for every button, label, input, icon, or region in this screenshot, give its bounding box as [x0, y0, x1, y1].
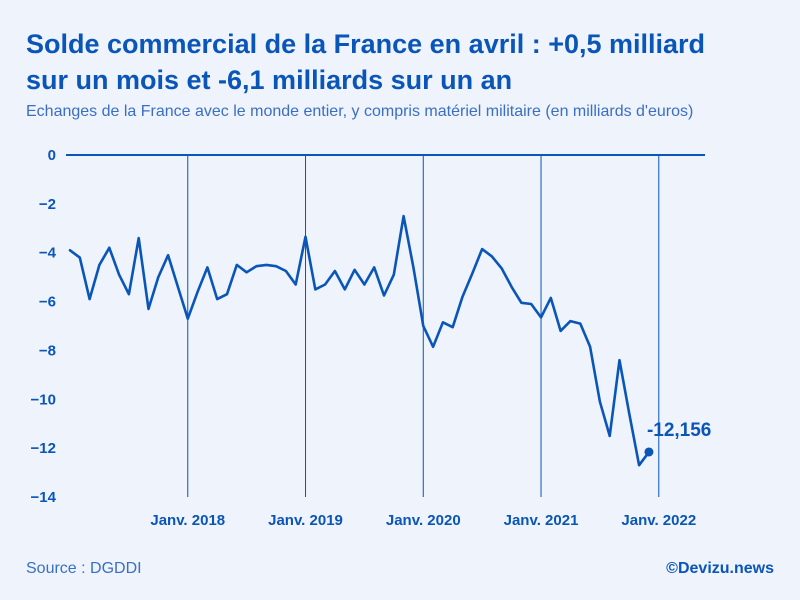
x-tick-label-0: Janv. 2018: [150, 512, 225, 529]
series-line-0: [68, 214, 651, 467]
y-tick-label-1: −2: [39, 196, 56, 213]
x-tick-label-1: Janv. 2019: [268, 512, 343, 529]
last-point-label: -12,156: [647, 420, 711, 441]
y-tick-label-4: −8: [39, 342, 56, 359]
source-note: Source : DGDDI: [26, 560, 142, 577]
chart-title: Solde commercial de la France en avril :…: [26, 26, 786, 98]
y-tick-label-3: −6: [39, 294, 56, 311]
x-tick-label-4: Janv. 2022: [621, 512, 696, 529]
y-tick-label-2: −4: [39, 245, 57, 262]
chart-subtitle: Echanges de la France avec le monde enti…: [26, 103, 694, 120]
y-tick-label-5: −10: [31, 391, 56, 408]
x-tick-label-2: Janv. 2020: [386, 512, 461, 529]
y-tick-label-6: −12: [31, 440, 56, 457]
credit-link[interactable]: ©Devizu.news: [666, 560, 774, 577]
x-tick-label-3: Janv. 2021: [504, 512, 579, 529]
title-line-2: sur un mois et -6,1 milliards sur un an: [26, 65, 513, 95]
y-tick-label-0: 0: [48, 147, 56, 164]
y-tick-label-7: −14: [31, 489, 57, 506]
title-line-1: Solde commercial de la France en avril :…: [26, 29, 706, 59]
last-point-marker: [644, 447, 654, 457]
